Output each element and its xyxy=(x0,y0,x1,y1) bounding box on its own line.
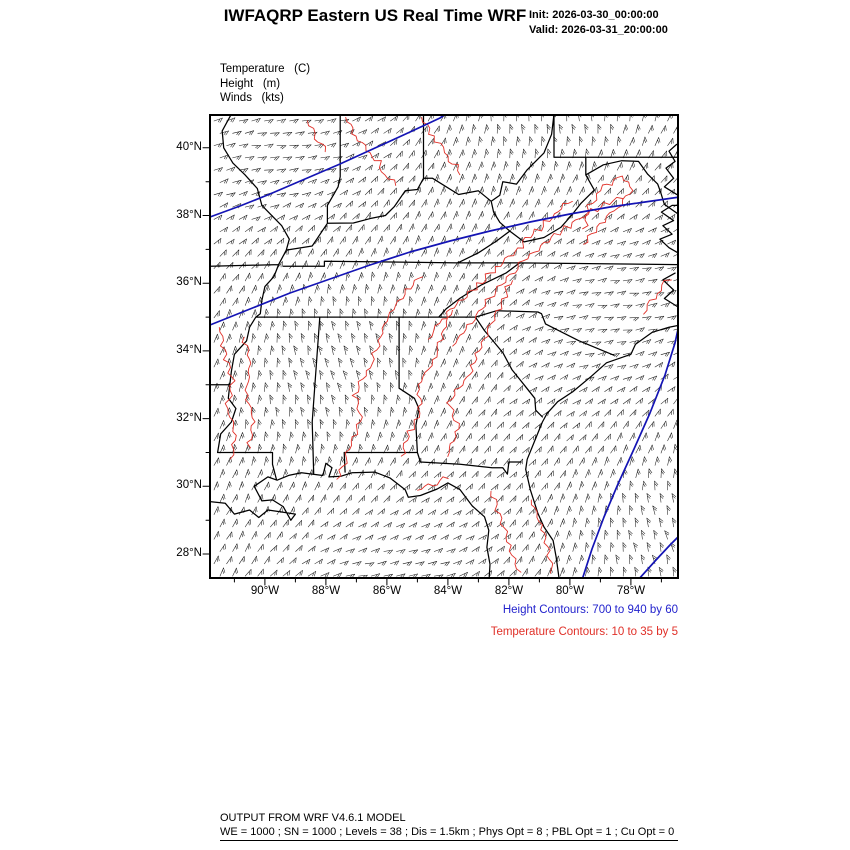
footer-model-line: OUTPUT FROM WRF V4.6.1 MODEL xyxy=(220,812,406,824)
valid-time: Valid: 2026-03-31_20:00:00 xyxy=(529,24,668,36)
lon-tick-label: 84°W xyxy=(433,585,463,597)
temperature-contour-note: Temperature Contours: 10 to 35 by 5 xyxy=(490,626,678,638)
barbs-layer-path xyxy=(213,115,678,578)
state-borders-layer xyxy=(210,115,678,578)
legend-temperature: Temperature (C) xyxy=(220,63,311,75)
lon-tick-label: 86°W xyxy=(372,585,402,597)
lat-tick-label: 30°N xyxy=(176,479,202,491)
ticks-layer-path xyxy=(202,147,662,586)
legend-height: Height (m) xyxy=(220,77,281,90)
blue-layer-path xyxy=(210,115,678,578)
height-contour-note: Height Contours: 700 to 940 by 60 xyxy=(502,604,678,616)
lon-tick-label: 88°W xyxy=(311,585,341,597)
lat-tick-label: 40°N xyxy=(176,141,202,153)
lat-tick-label: 38°N xyxy=(176,209,202,221)
map-frame xyxy=(209,114,679,579)
footer-config-line: WE = 1000 ; SN = 1000 ; Levels = 38 ; Di… xyxy=(220,826,675,838)
borders-layer-path xyxy=(210,115,678,578)
lon-tick-label: 82°W xyxy=(494,585,524,597)
init-valid-block: Init: 2026-03-30_00:00:00 Valid: 2026-03… xyxy=(529,8,689,38)
footer-rule xyxy=(220,840,678,841)
lat-tick-label: 28°N xyxy=(176,547,202,559)
lat-tick-label: 32°N xyxy=(176,412,202,424)
field-legend: Temperature (C) Height (m) Winds (kts) xyxy=(220,62,310,106)
lat-tick-label: 36°N xyxy=(176,276,202,288)
height-contours-layer xyxy=(210,115,678,578)
weather-map xyxy=(202,114,679,586)
lon-tick-label: 80°W xyxy=(555,585,585,597)
lon-tick-label: 90°W xyxy=(250,585,280,597)
lon-tick-label: 78°W xyxy=(616,585,646,597)
lat-tick-label: 34°N xyxy=(176,344,202,356)
wind-barbs-layer xyxy=(213,115,678,578)
footer: OUTPUT FROM WRF V4.6.1 MODEL WE = 1000 ;… xyxy=(220,811,678,841)
legend-winds: Winds (kts) xyxy=(220,92,284,104)
axis-ticks xyxy=(202,147,662,586)
plot-title: IWFAQRP Eastern US Real Time WRF xyxy=(223,6,527,25)
init-time: Init: 2026-03-30_00:00:00 xyxy=(529,9,659,21)
